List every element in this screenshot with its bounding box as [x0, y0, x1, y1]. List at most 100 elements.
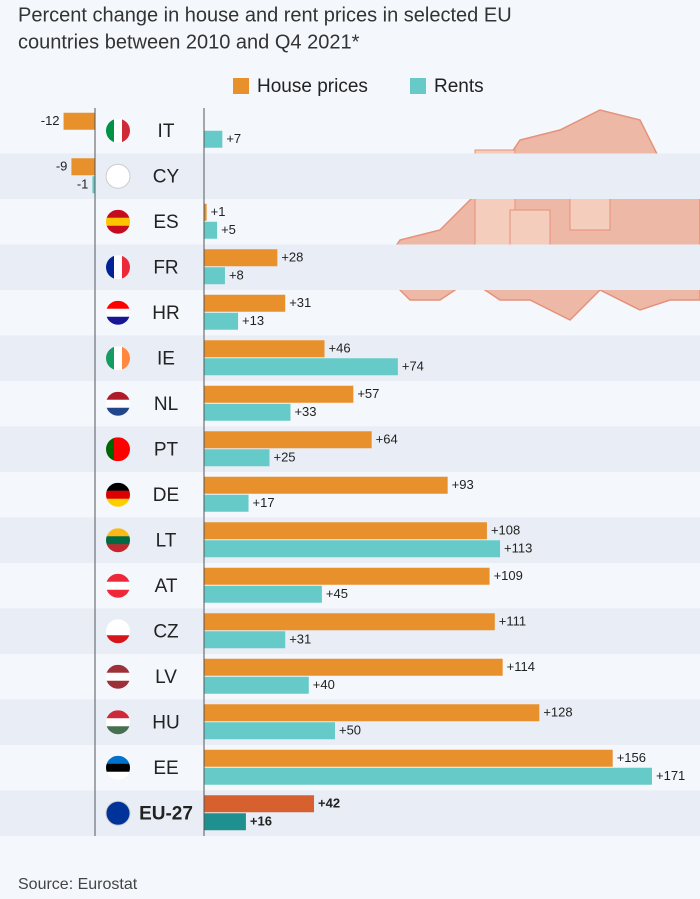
legend-swatch	[233, 78, 249, 94]
legend-label: House prices	[257, 76, 368, 97]
chart-title: Percent change in house and rent prices …	[18, 4, 512, 26]
category-label: EE	[153, 758, 178, 779]
flag-stripe	[106, 346, 115, 371]
category-label: IE	[157, 348, 175, 369]
bar	[204, 249, 278, 267]
bar	[204, 449, 270, 467]
flag-stripe	[106, 399, 130, 408]
category-label: AT	[155, 576, 178, 597]
category-label: LV	[155, 667, 177, 688]
flag	[105, 800, 131, 826]
value-label: +171	[656, 768, 685, 783]
flag-stripe	[106, 755, 130, 764]
value-label: -9	[56, 159, 68, 174]
bar	[204, 385, 354, 403]
value-label: +31	[289, 632, 311, 647]
flag	[106, 437, 130, 462]
bar	[204, 476, 448, 494]
flag-stripe	[106, 528, 130, 537]
flag-stripe	[114, 118, 123, 143]
value-label: +8	[229, 268, 244, 283]
flag	[106, 300, 130, 325]
flag-stripe	[106, 589, 130, 598]
value-label: +28	[281, 250, 303, 265]
category-label: ES	[153, 212, 178, 233]
value-label: -1	[77, 177, 89, 192]
flag-stripe	[106, 771, 130, 780]
source: Source: Eurostat	[18, 876, 138, 893]
flag-stripe	[122, 118, 130, 143]
category-label: LT	[156, 530, 177, 551]
bar	[204, 767, 652, 785]
flag-stripe	[122, 437, 130, 462]
category-label: CZ	[153, 621, 179, 642]
flag	[105, 163, 131, 189]
flag-stripe	[106, 482, 130, 491]
value-label: +109	[494, 568, 523, 583]
legend-swatch	[410, 78, 426, 94]
value-label: +1	[211, 204, 226, 219]
flag-stripe	[106, 407, 130, 416]
value-label: +25	[273, 450, 295, 465]
bar	[204, 221, 218, 239]
category-label: FR	[153, 257, 178, 278]
bar	[204, 267, 225, 285]
flag	[106, 482, 130, 507]
bar	[204, 130, 223, 148]
flag-stripe	[106, 726, 130, 735]
value-label: +13	[242, 313, 264, 328]
flag	[106, 619, 130, 644]
flag-stripe	[106, 573, 130, 582]
flag-stripe	[106, 763, 130, 772]
value-label: +46	[329, 341, 351, 356]
category-label: DE	[153, 485, 179, 506]
bar	[204, 431, 372, 449]
value-label: +108	[491, 523, 520, 538]
flag	[106, 573, 130, 598]
flag-stripe	[106, 391, 130, 400]
bar	[204, 795, 315, 813]
category-label: PT	[154, 439, 179, 460]
bar	[204, 749, 613, 767]
bar	[204, 585, 322, 603]
value-label: +31	[289, 295, 311, 310]
flag-stripe	[106, 710, 130, 719]
flag-stripe	[106, 225, 130, 234]
flag	[106, 255, 130, 280]
row-band	[0, 244, 700, 290]
bar	[71, 158, 95, 176]
flag	[106, 755, 130, 780]
bar	[204, 722, 335, 740]
bar	[204, 658, 503, 676]
flag-stripe	[106, 498, 130, 507]
value-label: +114	[507, 659, 535, 674]
flag-field	[105, 800, 131, 826]
flag-stripe	[106, 209, 130, 218]
bar	[92, 176, 95, 194]
bar	[204, 358, 398, 376]
flag-stripe	[106, 255, 115, 280]
bar	[63, 112, 95, 130]
flag-stripe	[106, 308, 130, 317]
flag-stripe	[106, 680, 130, 689]
value-label: +16	[250, 814, 272, 829]
flag-stripe	[106, 544, 130, 553]
value-label: +64	[376, 432, 398, 447]
category-label: EU-27	[139, 803, 193, 824]
flag	[106, 391, 130, 416]
category-label: HU	[152, 712, 179, 733]
value-label: +57	[357, 386, 379, 401]
flag-stripe	[106, 672, 130, 681]
flag-stripe	[106, 316, 130, 325]
value-label: +113	[504, 541, 532, 556]
bar	[204, 203, 207, 221]
bar	[204, 312, 239, 330]
value-label: +156	[617, 750, 646, 765]
bar	[204, 567, 490, 585]
flag-stripe	[106, 581, 130, 590]
bar	[204, 704, 540, 722]
bar	[204, 631, 286, 649]
category-label: NL	[154, 394, 178, 415]
flag	[106, 710, 130, 735]
